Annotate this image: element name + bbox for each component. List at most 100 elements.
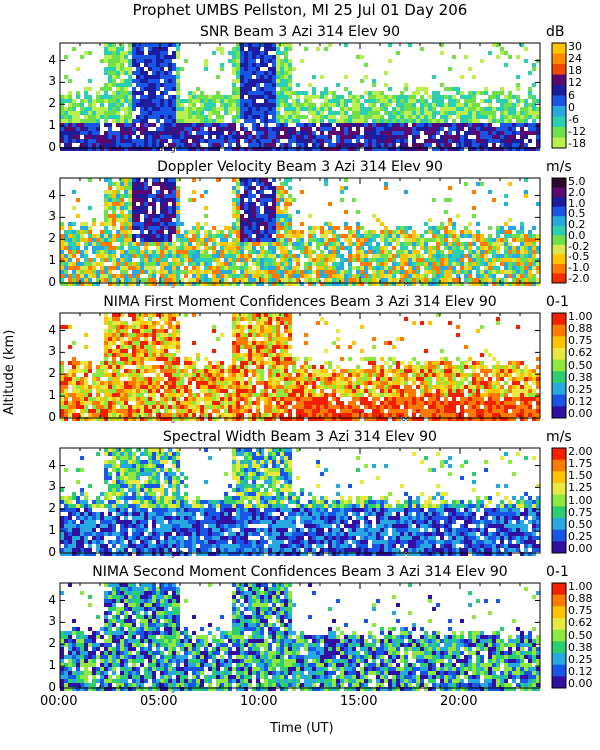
- panel-title: Spectral Width Beam 3 Azi 314 Elev 90: [163, 429, 437, 445]
- colorbar-tick-label: 0.00: [568, 542, 593, 555]
- colorbar-segment: [552, 448, 566, 461]
- y-tick-label: 0: [48, 140, 56, 154]
- panel-1: [59, 42, 567, 151]
- colorbar-segment: [552, 313, 566, 326]
- colorbar-tick-label: 2.00: [568, 445, 593, 458]
- colorbar-segment: [552, 137, 566, 149]
- y-tick-label: 3: [48, 479, 56, 494]
- panel-title: SNR Beam 3 Azi 314 Elev 90: [199, 24, 401, 40]
- heatmap-field: [60, 583, 540, 691]
- colorbar-tick-label: 0.25: [568, 382, 593, 396]
- colorbar-tick-label: 0.88: [568, 592, 593, 606]
- colorbar-segment: [552, 406, 566, 419]
- colorbar-tick-label: -0.5: [568, 250, 590, 264]
- y-tick-label: 0: [48, 545, 56, 559]
- colorbar-segment: [552, 541, 566, 554]
- colorbar-segment: [552, 187, 566, 198]
- colorbar: [551, 177, 567, 284]
- colorbar-tick-label: 0.12: [568, 664, 593, 678]
- colorbar-segment: [552, 235, 566, 246]
- colorbar-segment: [552, 206, 566, 217]
- y-tick-label: 1: [48, 523, 56, 538]
- colorbar-tick-label: 18: [568, 64, 582, 78]
- colorbar-tick-label: 0.75: [568, 334, 593, 348]
- colorbar-tick-label: -0.2: [568, 239, 590, 253]
- y-tick-label: 3: [48, 344, 56, 359]
- colorbar-tick-label: 0.50: [568, 628, 593, 642]
- colorbar-tick-label: 0.62: [568, 346, 593, 360]
- colorbar-frame: [551, 582, 567, 689]
- colorbar-tick-label: 0.00: [568, 677, 593, 690]
- y-tick-label: 4: [48, 52, 56, 67]
- colorbar-tick-label: -6: [568, 112, 579, 126]
- colorbar-tick-label: 0.62: [568, 616, 593, 630]
- colorbar-segment: [552, 43, 566, 54]
- colorbar-segment: [552, 324, 566, 337]
- panel-2: [59, 177, 567, 286]
- colorbar-segment: [552, 583, 566, 596]
- x-tick-label: 00:00: [40, 694, 78, 709]
- colorbar-segment: [552, 53, 566, 65]
- colorbar-unit: 0-1: [546, 294, 569, 310]
- colorbar-segment: [552, 116, 566, 128]
- colorbar-segment: [552, 383, 566, 396]
- colorbar-tick-label: 5.0: [568, 175, 586, 188]
- colorbar-segment: [552, 459, 566, 472]
- panel-title: NIMA First Moment Confidences Beam 3 Azi…: [103, 294, 497, 310]
- x-tick-label: 05:00: [140, 694, 178, 709]
- colorbar-tick-label: 24: [568, 52, 582, 66]
- colorbar-tick-label: 0.50: [568, 358, 593, 372]
- colorbar-tick-label: 6: [568, 88, 575, 102]
- x-tick-label: 20:00: [440, 694, 478, 709]
- colorbar-tick-label: 0.0: [568, 228, 586, 242]
- colorbar: [551, 312, 567, 419]
- panel-title: Doppler Velocity Beam 3 Azi 314 Elev 90: [157, 159, 443, 175]
- colorbar-segment: [552, 197, 566, 208]
- colorbar-tick-label: 0: [568, 100, 575, 114]
- colorbar-tick-label: 0.75: [568, 604, 593, 618]
- colorbar-tick-label: 1.25: [568, 481, 593, 495]
- heatmap-field: [60, 313, 540, 421]
- x-tick-label: 15:00: [340, 694, 378, 709]
- colorbar-tick-label: 2.0: [568, 185, 586, 199]
- colorbar-tick-label: 0.5: [568, 207, 586, 221]
- colorbar-segment: [552, 629, 566, 642]
- colorbar-tick-label: 0.88: [568, 322, 593, 336]
- y-tick-label: 2: [48, 636, 56, 651]
- y-tick-label: 3: [48, 614, 56, 629]
- colorbar-segment: [552, 74, 566, 86]
- colorbar-unit: m/s: [546, 159, 572, 175]
- colorbar-tick-label: -18: [568, 137, 586, 150]
- panel-title: NIMA Second Moment Confidences Beam 3 Az…: [92, 564, 508, 580]
- colorbar-unit: m/s: [546, 429, 572, 445]
- y-tick-label: 0: [48, 410, 56, 424]
- colorbar-segment: [552, 244, 566, 255]
- colorbar-segment: [552, 529, 566, 542]
- colorbar-segment: [552, 471, 566, 484]
- colorbar-tick-label: 0.12: [568, 394, 593, 408]
- y-tick-label: 1: [48, 388, 56, 403]
- colorbar-segment: [552, 106, 566, 117]
- y-tick-label: 2: [48, 501, 56, 516]
- y-tick-label: 4: [48, 457, 56, 472]
- y-tick-label: 3: [48, 74, 56, 89]
- colorbar-segment: [552, 371, 566, 384]
- heatmap-field: [60, 448, 540, 556]
- colorbar-unit: 0-1: [546, 564, 569, 580]
- colorbar-segment: [552, 225, 566, 236]
- colorbar: [551, 582, 567, 689]
- y-tick-label: 0: [48, 275, 56, 289]
- colorbar-segment: [552, 85, 566, 96]
- colorbar-frame: [551, 177, 567, 284]
- colorbar-frame: [551, 447, 567, 554]
- colorbar-segment: [552, 494, 566, 507]
- colorbar-segment: [552, 127, 566, 138]
- colorbar: [551, 447, 567, 554]
- colorbar-frame: [551, 42, 567, 149]
- colorbar-tick-label: 0.38: [568, 640, 593, 654]
- panel-3: [59, 312, 567, 421]
- colorbar-tick-label: 0.75: [568, 505, 593, 519]
- y-tick-label: 4: [48, 187, 56, 202]
- colorbar-tick-label: 1.00: [568, 310, 593, 323]
